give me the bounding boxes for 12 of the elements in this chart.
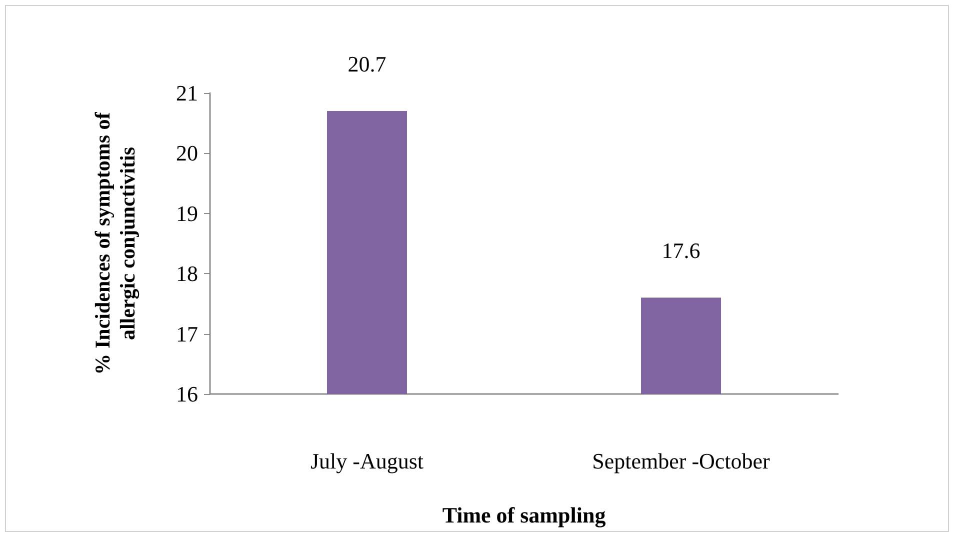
y-tick-label: 21 — [176, 80, 198, 106]
y-tick-label: 17 — [176, 321, 198, 346]
data-label: 17.6 — [662, 238, 700, 264]
data-label: 20.7 — [348, 52, 386, 77]
y-axis-title: % Incidences of symptoms of allergic conjunctivitis — [90, 111, 140, 375]
x-tick-label: July -August — [310, 448, 424, 474]
y-tick-label: 18 — [176, 261, 198, 286]
y-tick-label: 19 — [176, 200, 198, 226]
y-tick-label: 16 — [176, 382, 198, 406]
x-tick-label: September -October — [592, 448, 771, 474]
y-tick-label: 20 — [176, 140, 198, 166]
x-axis-title: Time of sampling — [442, 502, 606, 528]
